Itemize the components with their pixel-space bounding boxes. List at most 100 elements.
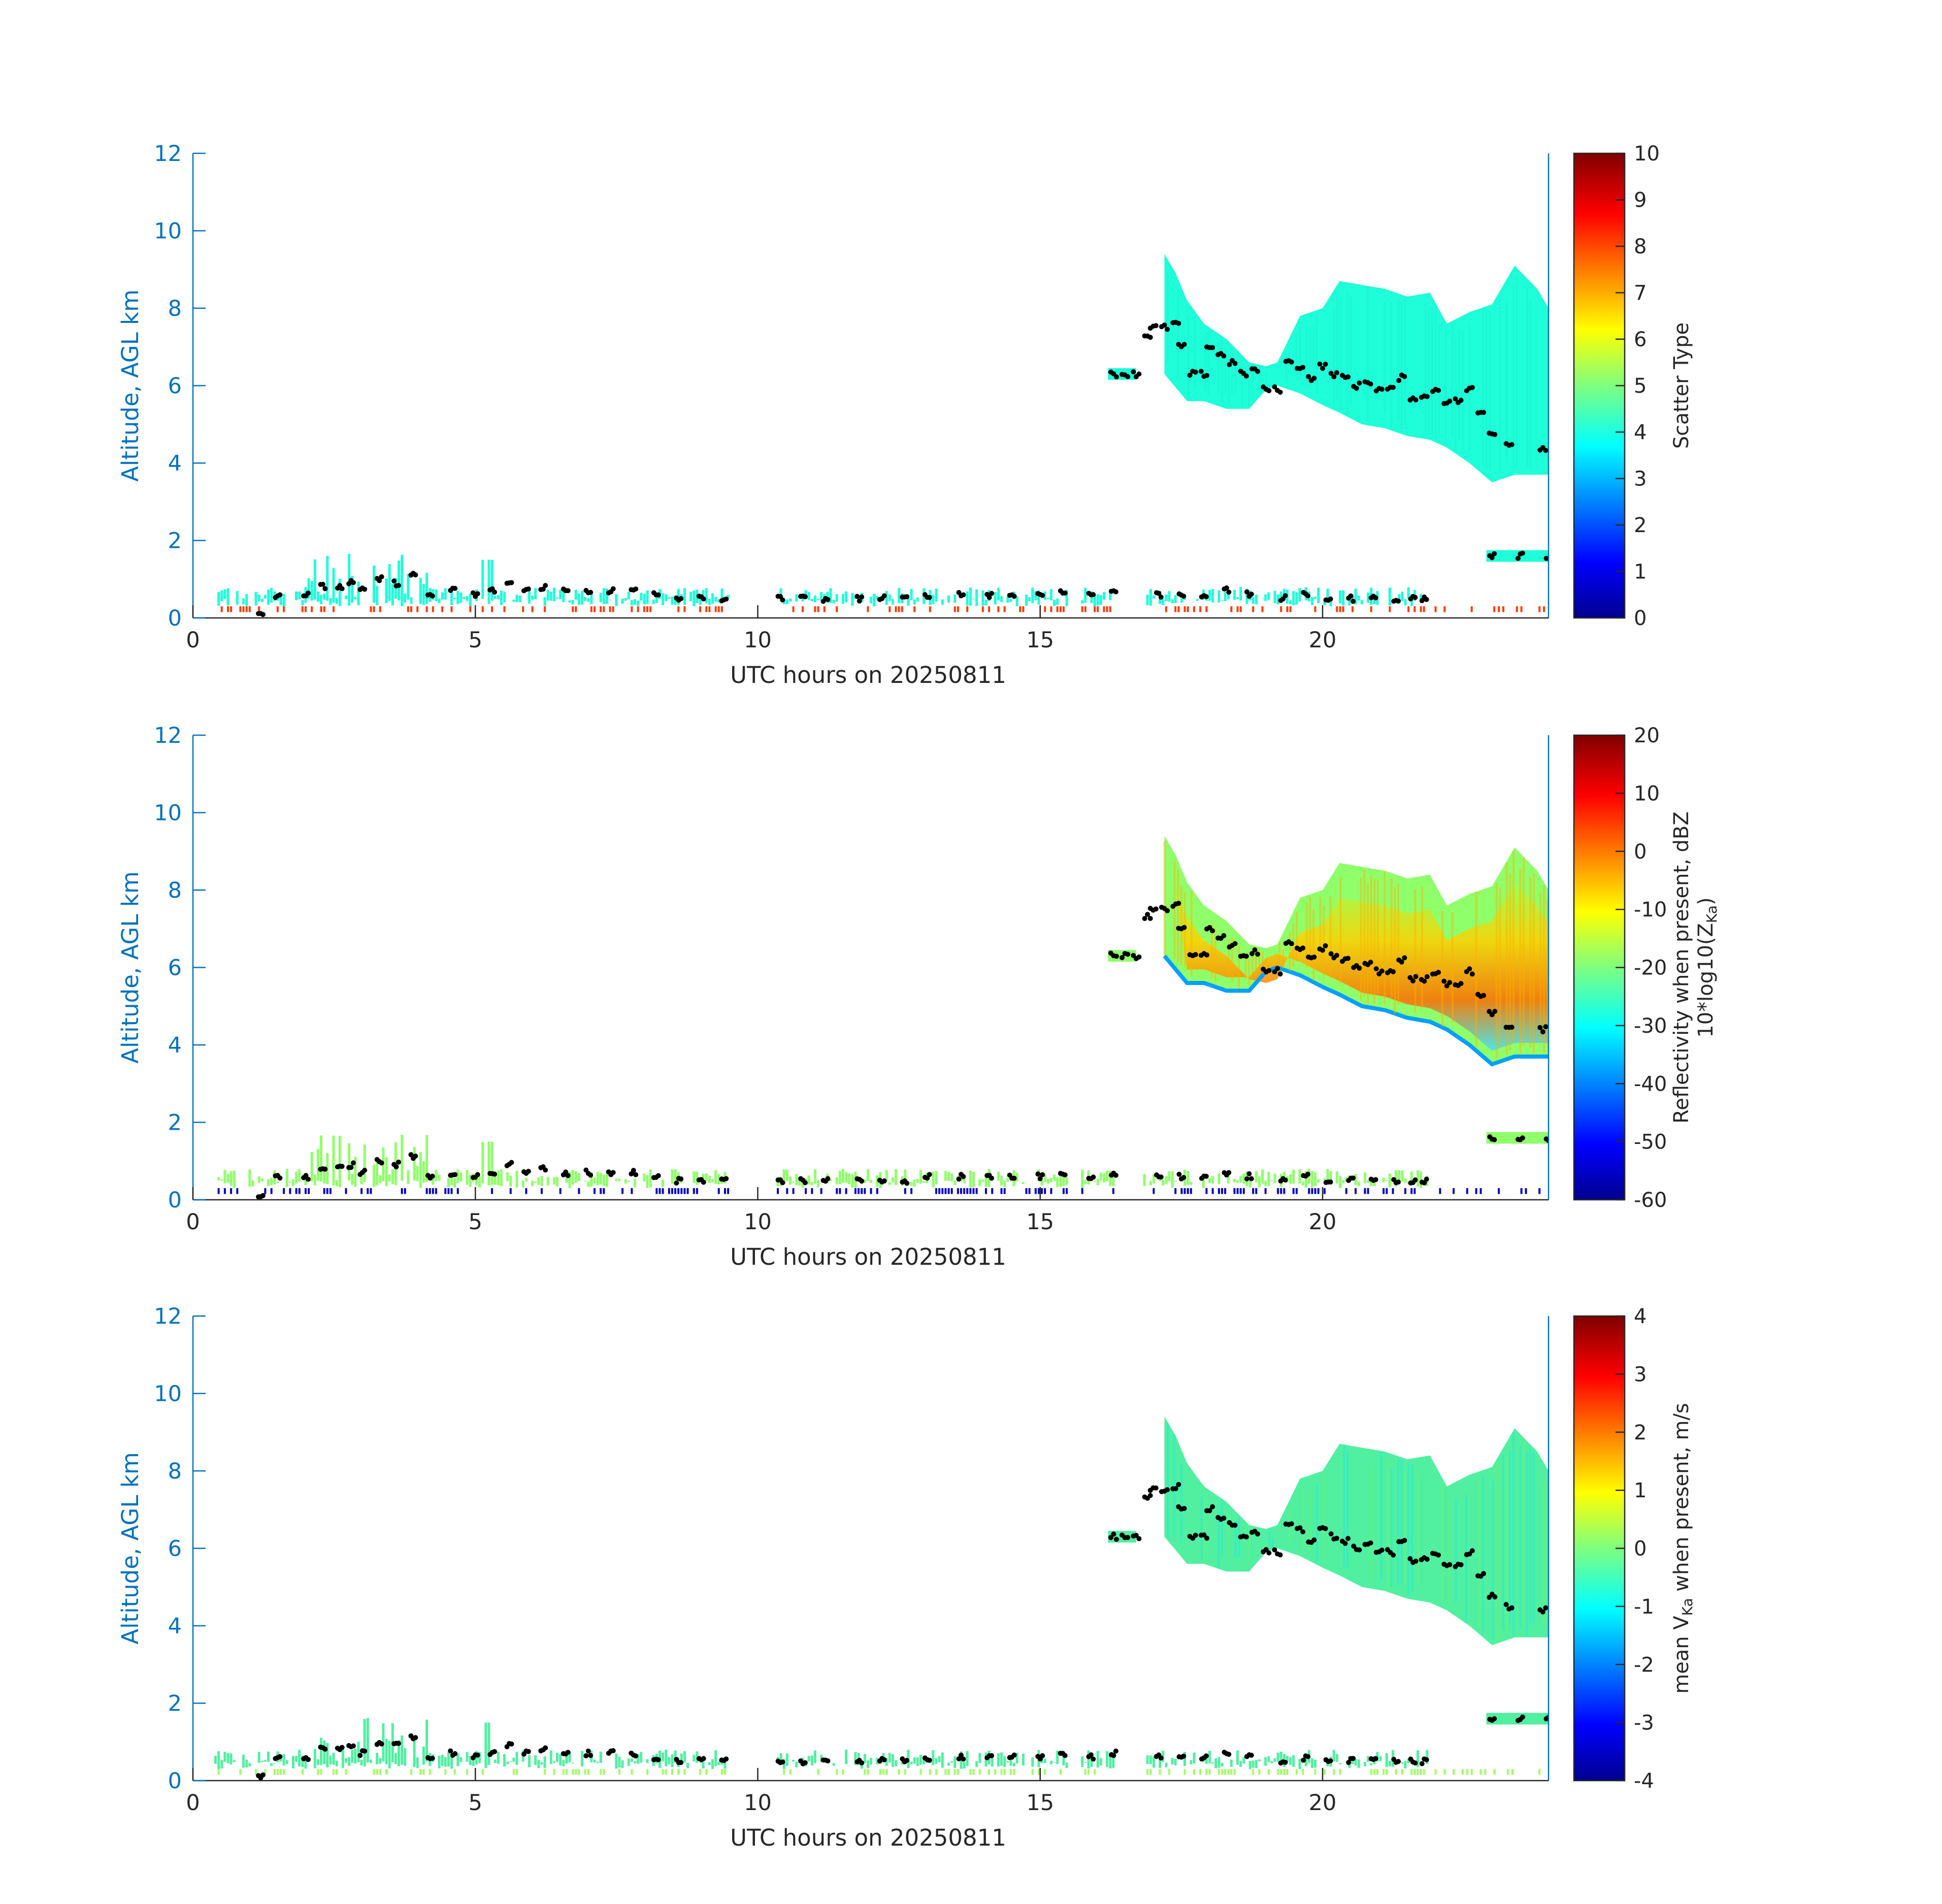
cloud-base-marker xyxy=(1492,1716,1497,1722)
cloud-top-marker xyxy=(1537,1025,1543,1030)
cloud-base-marker xyxy=(588,1172,594,1178)
cloud-base-marker xyxy=(413,572,418,578)
colorbar-label: mean VKa when present, m/s xyxy=(1670,1403,1696,1694)
cloud-base-marker xyxy=(1396,1759,1401,1764)
cloud-base-marker xyxy=(1305,1171,1311,1177)
cloud-base-marker xyxy=(509,1741,514,1747)
cloud-top-marker xyxy=(1467,966,1472,972)
y-tick-label: 2 xyxy=(168,1691,182,1717)
colorbar-tick-label: -40 xyxy=(1634,1072,1667,1096)
colorbar-tick-label: -3 xyxy=(1634,1712,1654,1735)
cloud-base-marker xyxy=(1158,1755,1164,1761)
cloud-base-marker xyxy=(723,1756,729,1762)
cloud-base-marker xyxy=(1373,1756,1378,1761)
cloud-base-marker xyxy=(780,1759,785,1765)
cloud-base-marker xyxy=(277,1175,283,1181)
cloud-top-marker xyxy=(1147,335,1153,340)
cloud-base-marker xyxy=(961,1756,966,1762)
cloud-top-marker xyxy=(1289,1521,1294,1527)
cloud-base-marker xyxy=(1248,1752,1254,1758)
cloud-base-marker xyxy=(379,574,384,579)
cloud-top-marker xyxy=(1413,1558,1419,1564)
cloud-top-marker xyxy=(1373,966,1379,971)
cloud-base-marker xyxy=(904,594,910,600)
x-tick-label: 10 xyxy=(744,628,772,653)
cloud-base-marker xyxy=(1062,590,1068,596)
cloud-top-marker xyxy=(1334,370,1339,376)
cloud-top-marker xyxy=(1441,978,1447,984)
cloud-top-marker xyxy=(1272,384,1277,390)
cloud-base-marker xyxy=(525,1749,531,1754)
y-tick-label: 8 xyxy=(168,878,182,903)
cloud-base-marker xyxy=(1328,596,1333,602)
y-tick-label: 6 xyxy=(168,956,182,981)
cloud-base-marker xyxy=(825,1758,831,1764)
cloud-top-marker xyxy=(1120,955,1125,961)
cloud-base-marker xyxy=(655,1757,661,1762)
cloud-top-marker xyxy=(1221,933,1227,938)
cloud-top-marker xyxy=(1509,1025,1515,1030)
cloud-base-marker xyxy=(802,1180,808,1186)
cloud-top-marker xyxy=(1453,396,1458,402)
cloud-base-marker xyxy=(492,589,498,595)
colorbar-tick-label: -30 xyxy=(1634,1014,1667,1038)
cloud-base-marker xyxy=(1282,1759,1288,1765)
cloud-top-marker xyxy=(1204,1535,1209,1541)
cloud-base-marker xyxy=(260,1772,266,1778)
cloud-base-marker xyxy=(303,1173,309,1178)
upper-cloud-layer xyxy=(1164,254,1549,483)
y-axis-label: Altitude, AGL km xyxy=(117,289,144,482)
cloud-base-marker xyxy=(1348,593,1354,599)
y-tick-label: 8 xyxy=(168,296,182,321)
cloud-base-marker xyxy=(674,1180,679,1186)
cloud-top-marker xyxy=(1391,969,1396,974)
cloud-base-marker xyxy=(1181,1753,1187,1759)
cloud-base-marker xyxy=(1088,1752,1094,1758)
cloud-top-marker xyxy=(1255,369,1261,374)
x-tick-label: 15 xyxy=(1026,1790,1054,1816)
cloud-base-marker xyxy=(1424,1176,1429,1182)
y-tick-label: 6 xyxy=(168,374,182,399)
cloud-base-marker xyxy=(1113,1748,1118,1754)
cloud-base-marker xyxy=(1226,589,1232,595)
cloud-top-marker xyxy=(1489,1012,1495,1017)
cloud-base-marker xyxy=(1246,1171,1252,1176)
colorbar-tick-label: 2 xyxy=(1634,1421,1647,1445)
cloud-top-marker xyxy=(1469,971,1475,977)
cloud-base-marker xyxy=(1328,1179,1333,1185)
cloud-base-marker xyxy=(1226,1752,1232,1757)
cloud-top-marker xyxy=(1131,369,1136,375)
cloud-base-marker xyxy=(701,1756,706,1761)
cloud-base-marker xyxy=(825,1176,831,1181)
cloud-top-marker xyxy=(1181,925,1187,930)
cloud-base-marker xyxy=(1396,1179,1401,1185)
cloud-base-marker xyxy=(448,1748,453,1754)
cloud-top-marker xyxy=(1193,952,1198,958)
cloud-base-marker xyxy=(1520,1714,1525,1720)
cloud-top-marker xyxy=(1368,960,1373,965)
cloud-top-marker xyxy=(1458,1562,1464,1567)
cloud-base-marker xyxy=(610,1748,616,1754)
cloud-top-marker xyxy=(1227,362,1232,368)
cloud-top-marker xyxy=(1255,1531,1261,1537)
cloud-base-edge xyxy=(1163,955,1549,1067)
cloud-base-marker xyxy=(854,594,860,599)
cloud-top-marker xyxy=(1424,394,1430,400)
cloud-base-marker xyxy=(277,592,283,598)
cloud-top-marker xyxy=(1334,953,1339,958)
cloud-base-marker xyxy=(475,1172,480,1177)
cloud-base-marker xyxy=(1419,1761,1425,1766)
cloud-top-marker xyxy=(1357,380,1362,386)
colorbar-tick-label: -60 xyxy=(1634,1189,1667,1212)
cloud-top-marker xyxy=(1328,371,1334,376)
colorbar-tick-label: 10 xyxy=(1634,142,1660,166)
cloud-base-marker xyxy=(377,578,382,583)
y-tick-label: 0 xyxy=(168,1768,182,1794)
cloud-base-marker xyxy=(452,1172,458,1177)
y-tick-label: 12 xyxy=(154,723,182,748)
colorbar-tick-label: -4 xyxy=(1634,1769,1654,1793)
cloud-base-marker xyxy=(1113,1172,1118,1178)
cloud-top-marker xyxy=(1198,369,1204,374)
cloud-base-marker xyxy=(1305,593,1311,599)
